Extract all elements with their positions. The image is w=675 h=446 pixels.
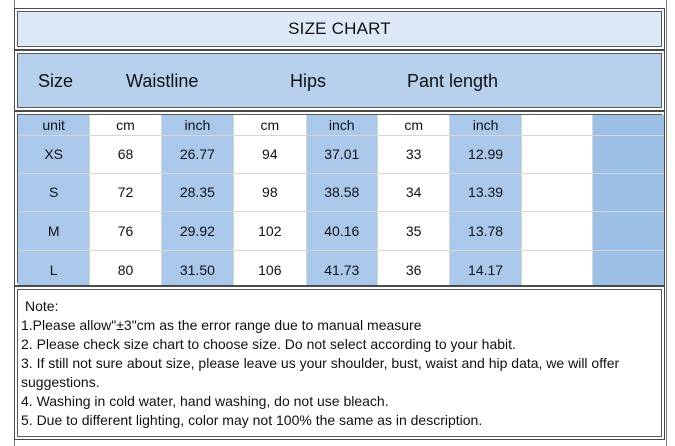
value-cell: 40.16 [306, 211, 379, 251]
note-item: 5. Due to different lighting, color may … [21, 412, 483, 428]
empty-cell [521, 250, 593, 285]
size-table: unit cm inch cm inch cm inch XS 68 26.77… [14, 111, 665, 286]
value-cell: 94 [233, 135, 307, 174]
value-cell: 13.39 [449, 173, 522, 212]
notes-box: Note: 1.Please allow"±3"cm as the error … [14, 286, 665, 440]
empty-cell [592, 115, 664, 136]
header-pant-length: Pant length [407, 71, 499, 91]
unit-cell: unit [18, 115, 91, 136]
table-row: M 76 29.92 102 40.16 35 13.78 [18, 211, 664, 251]
size-cell: L [18, 250, 91, 285]
value-cell: 34 [377, 173, 451, 212]
value-cell: 28.35 [161, 173, 235, 212]
unit-cell: inch [161, 115, 235, 136]
unit-cell: cm [377, 115, 451, 136]
table-row: S 72 28.35 98 38.58 34 13.39 [18, 173, 664, 212]
value-cell: 29.92 [161, 211, 235, 251]
value-cell: 31.50 [161, 250, 235, 285]
header-waistline: Waistline [126, 71, 199, 91]
value-cell: 37.01 [306, 135, 379, 174]
value-cell: 35 [377, 211, 451, 251]
table-row-units: unit cm inch cm inch cm inch [18, 115, 664, 136]
empty-cell [592, 211, 664, 251]
title-band: SIZE CHART [14, 8, 665, 50]
empty-cell [592, 173, 664, 212]
empty-cell [521, 211, 593, 251]
empty-cell [521, 173, 593, 212]
notes-title: Note: [25, 298, 59, 314]
value-cell: 33 [377, 135, 451, 174]
value-cell: 76 [89, 211, 162, 251]
value-cell: 36 [377, 250, 451, 285]
value-cell: 12.99 [449, 135, 522, 174]
header-hips: Hips [290, 71, 327, 91]
table-row: L 80 31.50 106 41.73 36 14.17 [18, 250, 664, 285]
header-band: Size Waistline Hips Pant length [14, 50, 665, 111]
note-item: 4. Washing in cold water, hand washing, … [21, 393, 389, 409]
value-cell: 38.58 [306, 173, 379, 212]
note-item: 3. If still not sure about size, please … [21, 355, 620, 390]
header-size: Size [38, 71, 74, 91]
value-cell: 80 [89, 250, 162, 285]
value-cell: 106 [233, 250, 307, 285]
empty-cell [592, 135, 664, 174]
size-cell: XS [18, 135, 91, 174]
table-row: XS 68 26.77 94 37.01 33 12.99 [18, 135, 664, 174]
unit-cell: cm [89, 115, 162, 136]
value-cell: 68 [89, 135, 162, 174]
unit-cell: inch [306, 115, 379, 136]
size-chart-sheet: SIZE CHART Size Waistline Hips Pant leng… [14, 8, 665, 440]
empty-cell [521, 135, 593, 174]
value-cell: 26.77 [161, 135, 235, 174]
value-cell: 14.17 [449, 250, 522, 285]
value-cell: 13.78 [449, 211, 522, 251]
size-table-grid: unit cm inch cm inch cm inch XS 68 26.77… [18, 115, 664, 285]
note-item: 1.Please allow"±3"cm as the error range … [21, 317, 422, 333]
value-cell: 98 [233, 173, 307, 212]
right-border-line [666, 0, 667, 446]
value-cell: 72 [89, 173, 162, 212]
empty-cell [521, 115, 593, 136]
size-cell: S [18, 173, 91, 212]
unit-cell: cm [233, 115, 307, 136]
note-item: 2. Please check size chart to choose siz… [21, 336, 516, 352]
value-cell: 41.73 [306, 250, 379, 285]
unit-cell: inch [449, 115, 522, 136]
size-cell: M [18, 211, 91, 251]
value-cell: 102 [233, 211, 307, 251]
chart-title: SIZE CHART [288, 19, 391, 38]
empty-cell [592, 250, 664, 285]
